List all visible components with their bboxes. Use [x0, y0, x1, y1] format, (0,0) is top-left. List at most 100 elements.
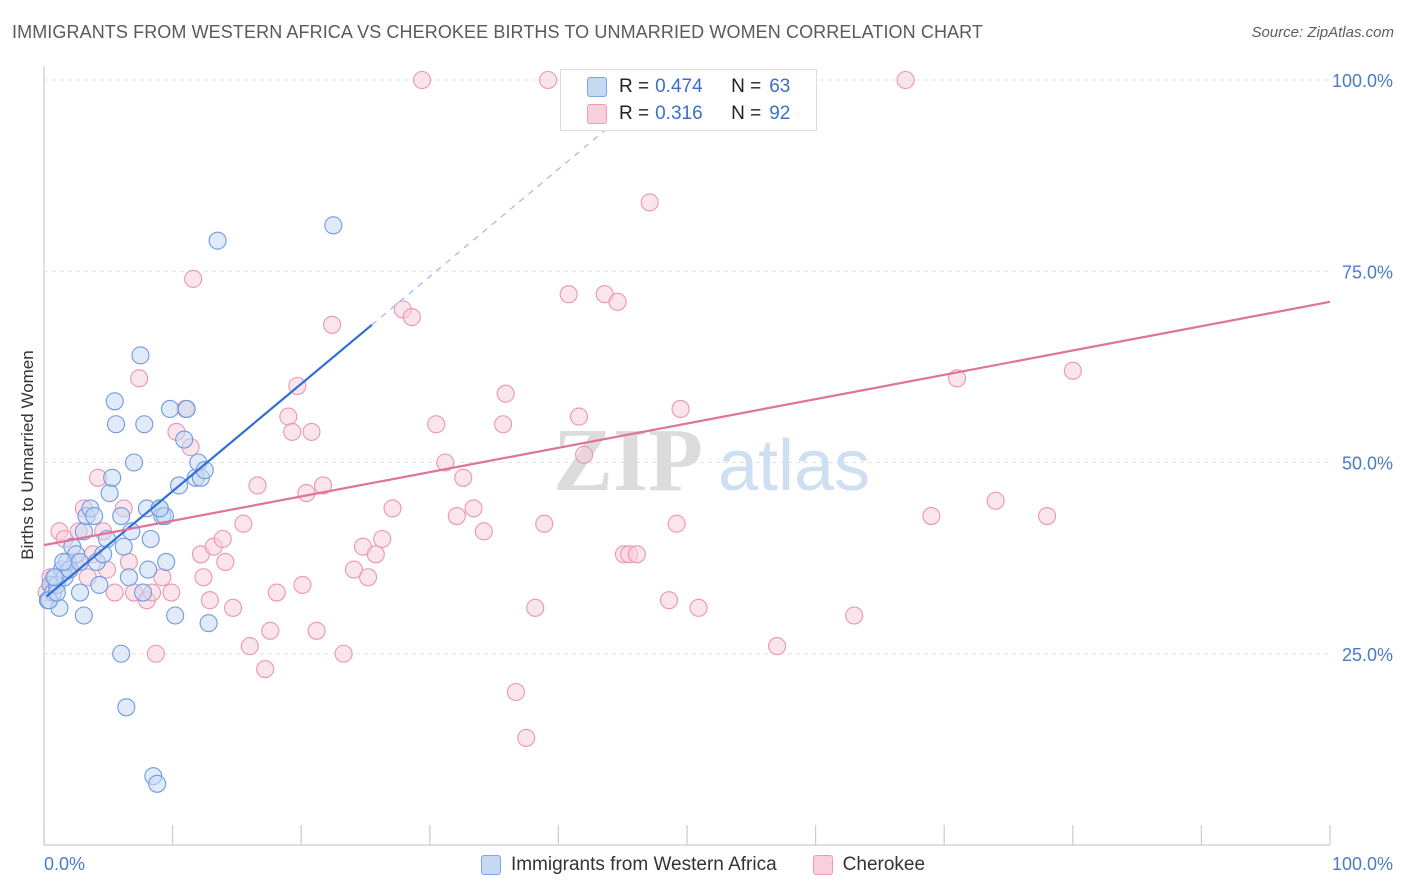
point-cherokee — [1038, 506, 1057, 526]
point-cherokee — [194, 568, 213, 587]
y-tick-labels: 25.0% 50.0% 75.0% 100.0% — [1332, 71, 1393, 665]
x-tick-label-max: 100.0% — [1332, 854, 1393, 874]
point-cherokee — [261, 621, 280, 640]
point-cherokee — [366, 545, 385, 564]
legend-r-label: R = — [619, 76, 650, 97]
point-western-africa — [175, 430, 194, 449]
point-cherokee — [569, 407, 589, 426]
point-western-africa — [199, 614, 218, 633]
legend-item-western-africa: Immigrants from Western Africa — [480, 854, 777, 876]
gridlines — [44, 79, 1330, 655]
point-cherokee — [314, 476, 333, 495]
point-western-africa — [157, 552, 176, 572]
point-cherokee — [234, 514, 253, 533]
point-cherokee — [293, 575, 312, 594]
y-tick-label: 25.0% — [1342, 645, 1393, 665]
trend-line-cherokee — [43, 300, 1331, 547]
point-cherokee — [216, 552, 235, 572]
point-western-africa — [85, 506, 104, 526]
point-western-africa — [133, 583, 153, 602]
point-western-africa — [148, 774, 167, 793]
point-cherokee — [307, 621, 326, 640]
point-western-africa — [324, 216, 343, 235]
legend-n-value: 63 — [769, 76, 791, 97]
point-cherokee — [575, 445, 594, 464]
point-western-africa — [208, 231, 227, 250]
point-western-africa — [139, 560, 158, 579]
point-cherokee — [896, 70, 915, 90]
point-cherokee — [689, 598, 708, 617]
point-cherokee — [1063, 361, 1082, 380]
correlation-legend: R = 0.474 N = 63 R = 0.316 N = 92 — [560, 69, 817, 131]
point-cherokee — [213, 529, 232, 549]
point-cherokee — [447, 506, 466, 526]
legend-row-western-africa: R = 0.474 N = 63 — [587, 74, 790, 100]
point-western-africa — [119, 568, 138, 587]
point-cherokee — [267, 583, 286, 602]
point-western-africa — [117, 698, 136, 717]
chart-title: IMMIGRANTS FROM WESTERN AFRICA VS CHEROK… — [12, 22, 984, 42]
point-cherokee — [539, 70, 558, 90]
point-cherokee — [359, 568, 378, 587]
point-western-africa — [100, 484, 119, 503]
point-cherokee — [130, 369, 149, 388]
point-cherokee — [240, 637, 259, 656]
point-cherokee — [436, 453, 455, 472]
legend-item-cherokee: Cherokee — [812, 854, 925, 876]
point-cherokee — [986, 491, 1005, 510]
point-western-africa — [124, 453, 144, 472]
legend-r-label: R = — [619, 103, 650, 124]
legend-n-label: N = — [731, 76, 762, 97]
point-cherokee — [627, 545, 646, 564]
point-cherokee — [323, 315, 342, 334]
point-western-africa — [135, 415, 154, 434]
point-cherokee — [845, 606, 864, 625]
legend-swatch-western-africa — [587, 77, 607, 97]
point-western-africa — [74, 606, 93, 625]
point-cherokee — [427, 415, 446, 434]
point-cherokee — [297, 484, 316, 503]
point-cherokee — [454, 468, 473, 487]
source-attribution: Source: ZipAtlas.com — [1251, 24, 1394, 41]
point-cherokee — [344, 560, 363, 579]
point-western-africa — [106, 415, 126, 434]
point-western-africa — [131, 346, 150, 365]
x-tick-label-min: 0.0% — [44, 854, 85, 874]
point-cherokee — [494, 415, 513, 434]
point-western-africa — [54, 552, 73, 572]
watermark: ZIP atlas — [553, 411, 870, 510]
point-cherokee — [559, 285, 578, 304]
point-cherokee — [608, 292, 627, 311]
legend-n-label: N = — [731, 103, 762, 124]
point-cherokee — [283, 422, 302, 441]
legend-r-value: 0.474 — [655, 76, 703, 97]
point-western-africa — [141, 529, 160, 549]
point-cherokee — [402, 308, 421, 327]
point-western-africa — [112, 644, 131, 663]
point-western-africa — [45, 568, 64, 587]
point-western-africa — [105, 392, 124, 411]
legend-swatch-cherokee — [587, 104, 607, 124]
point-cherokee — [671, 399, 690, 419]
x-tick-labels: 0.0% 100.0% — [44, 854, 1393, 874]
legend-n-value: 92 — [769, 103, 791, 124]
point-cherokee — [667, 514, 686, 533]
legend-swatch-western-africa — [480, 855, 501, 875]
point-western-africa — [90, 575, 109, 594]
y-tick-label: 100.0% — [1332, 71, 1393, 91]
point-western-africa — [70, 583, 90, 602]
legend-swatch-cherokee — [812, 855, 833, 875]
legend-label-western-africa: Immigrants from Western Africa — [510, 854, 777, 875]
point-cherokee — [279, 407, 298, 426]
point-cherokee — [162, 583, 181, 602]
point-cherokee — [383, 499, 402, 518]
point-cherokee — [659, 591, 679, 610]
y-axis-label: Births to Unmarried Women — [18, 350, 37, 559]
point-cherokee — [767, 637, 787, 656]
point-cherokee — [640, 193, 659, 212]
series-legend: Immigrants from Western Africa Cherokee — [0, 852, 1406, 878]
point-cherokee — [496, 384, 515, 403]
point-western-africa — [103, 468, 122, 487]
y-tick-label: 50.0% — [1342, 454, 1393, 474]
